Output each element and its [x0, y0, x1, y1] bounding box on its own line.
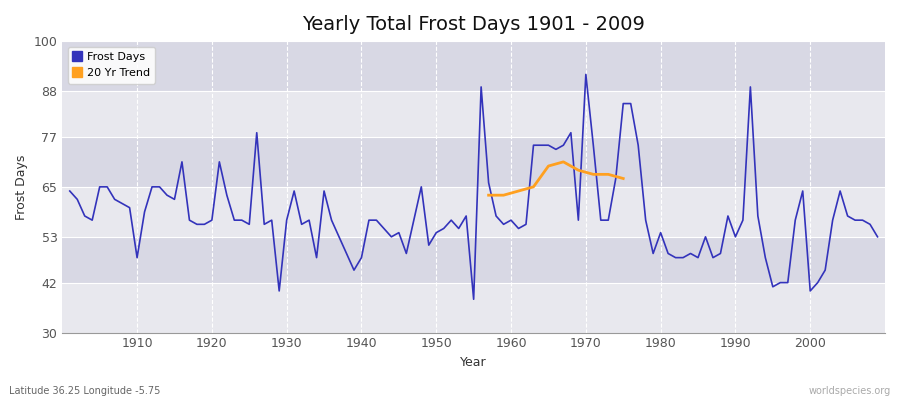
Text: Latitude 36.25 Longitude -5.75: Latitude 36.25 Longitude -5.75 [9, 386, 160, 396]
Bar [62, 237, 885, 283]
Bar [62, 283, 885, 332]
Bar [62, 41, 885, 91]
Bar [62, 187, 885, 237]
X-axis label: Year: Year [460, 356, 487, 369]
Legend: Frost Days, 20 Yr Trend: Frost Days, 20 Yr Trend [68, 47, 156, 84]
Bar [62, 137, 885, 187]
Title: Yearly Total Frost Days 1901 - 2009: Yearly Total Frost Days 1901 - 2009 [302, 15, 645, 34]
Bar [62, 91, 885, 137]
Text: worldspecies.org: worldspecies.org [809, 386, 891, 396]
Y-axis label: Frost Days: Frost Days [15, 154, 28, 220]
